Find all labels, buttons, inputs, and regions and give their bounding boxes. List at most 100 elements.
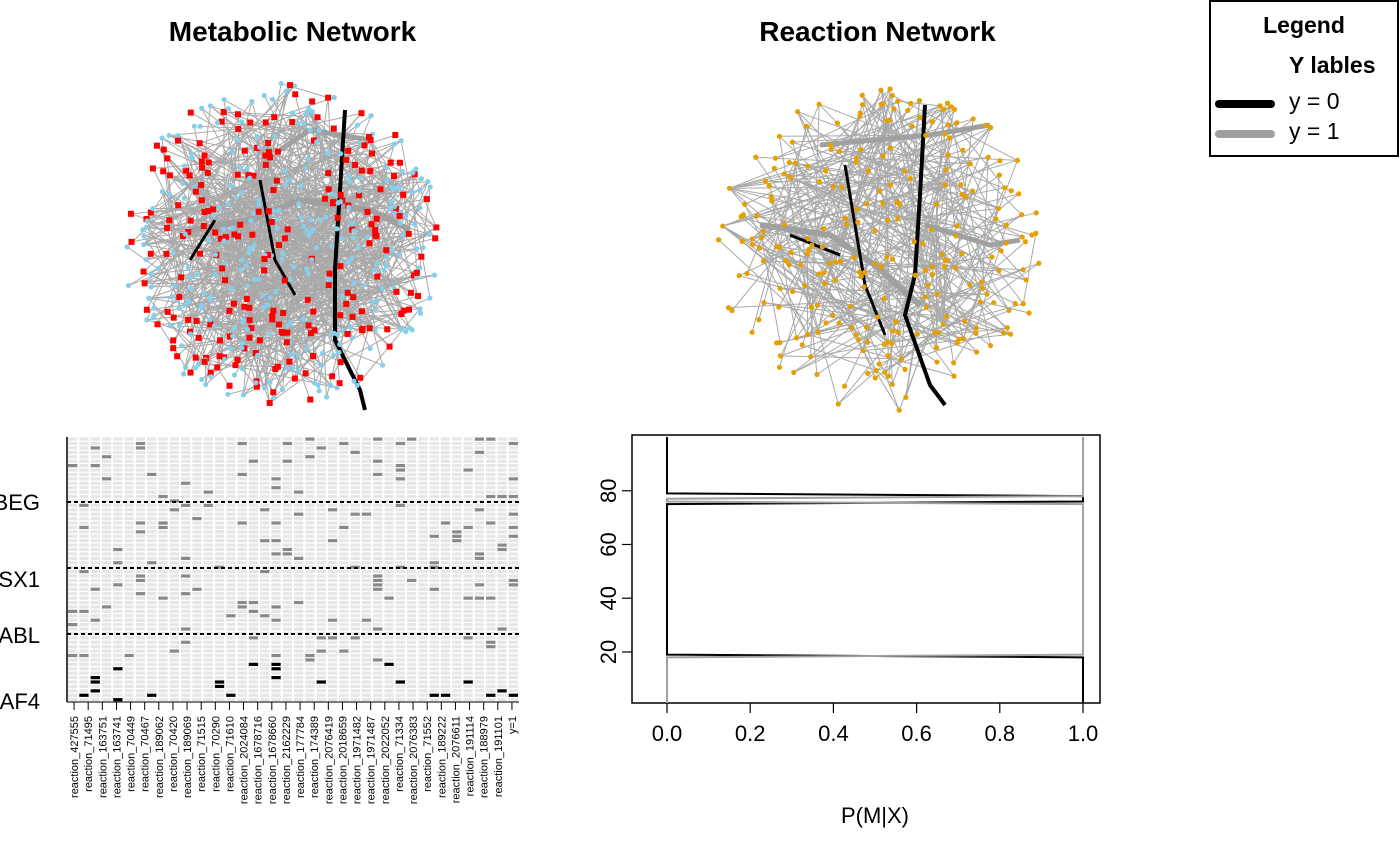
heatmap-cell bbox=[429, 455, 439, 459]
heatmap-cell bbox=[113, 667, 123, 671]
heatmap-cell bbox=[294, 441, 304, 446]
heatmap-cell bbox=[407, 636, 417, 640]
heatmap-cell bbox=[79, 570, 89, 574]
reaction-node bbox=[334, 214, 341, 221]
heatmap-cell bbox=[158, 517, 168, 521]
heatmap-cell bbox=[395, 539, 405, 543]
heatmap-cell bbox=[248, 446, 259, 450]
heatmap-cell bbox=[135, 455, 146, 459]
heatmap-cell bbox=[248, 486, 259, 490]
heatmap-cell bbox=[463, 503, 473, 507]
heatmap-cell bbox=[474, 627, 485, 631]
heatmap-cell bbox=[90, 578, 100, 583]
heatmap-cell bbox=[124, 543, 134, 547]
reaction-node bbox=[997, 158, 1003, 164]
metabolite-node bbox=[151, 305, 157, 311]
reaction-node bbox=[249, 231, 256, 238]
heatmap-cell bbox=[192, 618, 202, 622]
network-edge bbox=[217, 122, 311, 131]
metabolite-node bbox=[296, 201, 302, 207]
heatmap-cell bbox=[395, 472, 405, 477]
metabolite-node bbox=[273, 289, 279, 295]
heatmap-cell bbox=[214, 680, 225, 684]
heatmap-cell bbox=[384, 583, 394, 587]
heatmap-cell bbox=[486, 455, 496, 459]
heatmap-cell bbox=[260, 680, 270, 684]
heatmap-cell bbox=[407, 561, 417, 565]
heatmap-cell bbox=[350, 592, 360, 596]
heatmap-cell bbox=[282, 614, 292, 618]
heatmap-cell bbox=[79, 614, 89, 618]
heatmap-cell bbox=[214, 552, 225, 556]
heatmap-cell bbox=[440, 543, 451, 547]
heatmap-cell bbox=[124, 684, 134, 689]
heatmap-cell bbox=[418, 472, 428, 477]
heatmap-cell bbox=[350, 494, 360, 499]
heatmap-cell bbox=[226, 472, 236, 477]
metabolite-node bbox=[230, 149, 236, 155]
heatmap-cell bbox=[463, 561, 473, 565]
heatmap-cell bbox=[79, 543, 89, 547]
heatmap-cell bbox=[440, 472, 451, 477]
heatmap-cell bbox=[181, 627, 191, 631]
heatmap-cell bbox=[135, 539, 146, 543]
heatmap-cell bbox=[497, 446, 507, 450]
heatmap-cell bbox=[248, 459, 259, 463]
network-edge bbox=[785, 260, 999, 272]
heatmap-cell bbox=[79, 477, 89, 481]
heatmap-cell bbox=[147, 662, 157, 666]
metabolite-node bbox=[336, 349, 342, 356]
heatmap-cell bbox=[463, 623, 473, 627]
heatmap-cell bbox=[316, 649, 326, 653]
heatmap-cell bbox=[90, 627, 100, 631]
heatmap-cell bbox=[474, 592, 485, 596]
heatmap-cell bbox=[147, 512, 157, 516]
heatmap-cell bbox=[158, 556, 168, 560]
heatmap-cell bbox=[305, 455, 315, 459]
metabolite-node bbox=[166, 191, 173, 197]
reaction-node bbox=[954, 223, 960, 229]
heatmap-cell bbox=[135, 481, 146, 485]
heatmap-cell bbox=[384, 605, 394, 609]
heatmap-cell bbox=[316, 547, 326, 552]
heatmap-cell bbox=[339, 583, 349, 587]
heatmap-cell bbox=[361, 499, 372, 503]
heatmap-cell bbox=[463, 547, 473, 552]
heatmap-cell bbox=[79, 503, 89, 507]
network-edge bbox=[305, 114, 405, 311]
heatmap-cell bbox=[124, 609, 134, 613]
series-line bbox=[666, 437, 1084, 703]
reaction-node bbox=[788, 249, 794, 255]
reaction-node bbox=[207, 321, 214, 328]
x-tick-label: 0.0 bbox=[652, 721, 683, 746]
heatmap-cell bbox=[395, 583, 405, 587]
heatmap-cell bbox=[486, 521, 496, 525]
network-edge bbox=[898, 253, 963, 411]
heatmap-cell bbox=[497, 662, 507, 666]
metabolite-node bbox=[246, 250, 252, 256]
heatmap-cell bbox=[373, 676, 383, 680]
heatmap-cell bbox=[214, 653, 225, 658]
reaction-node bbox=[201, 209, 208, 216]
heatmap-cell bbox=[407, 627, 417, 631]
heatmap-cell bbox=[407, 543, 417, 547]
heatmap-column-label: reaction_2022052 bbox=[380, 716, 392, 804]
network-edge bbox=[267, 233, 410, 306]
reaction-node bbox=[198, 158, 205, 165]
heatmap-cell bbox=[135, 450, 146, 454]
metabolite-node bbox=[309, 108, 315, 115]
heatmap-cell bbox=[497, 570, 507, 574]
heatmap-cell bbox=[407, 649, 417, 653]
heatmap-cell bbox=[373, 640, 383, 644]
metabolite-node bbox=[337, 341, 343, 347]
heatmap-cell bbox=[226, 689, 236, 693]
heatmap-cell bbox=[452, 698, 462, 702]
heatmap-cell bbox=[226, 623, 236, 627]
heatmap-cell bbox=[452, 578, 462, 583]
heatmap-cell bbox=[305, 459, 315, 463]
metabolite-node bbox=[216, 204, 222, 211]
heatmap-cell bbox=[395, 512, 405, 516]
heatmap-cell bbox=[203, 587, 213, 591]
heatmap-cell bbox=[237, 698, 247, 702]
heatmap-cell bbox=[237, 627, 247, 631]
